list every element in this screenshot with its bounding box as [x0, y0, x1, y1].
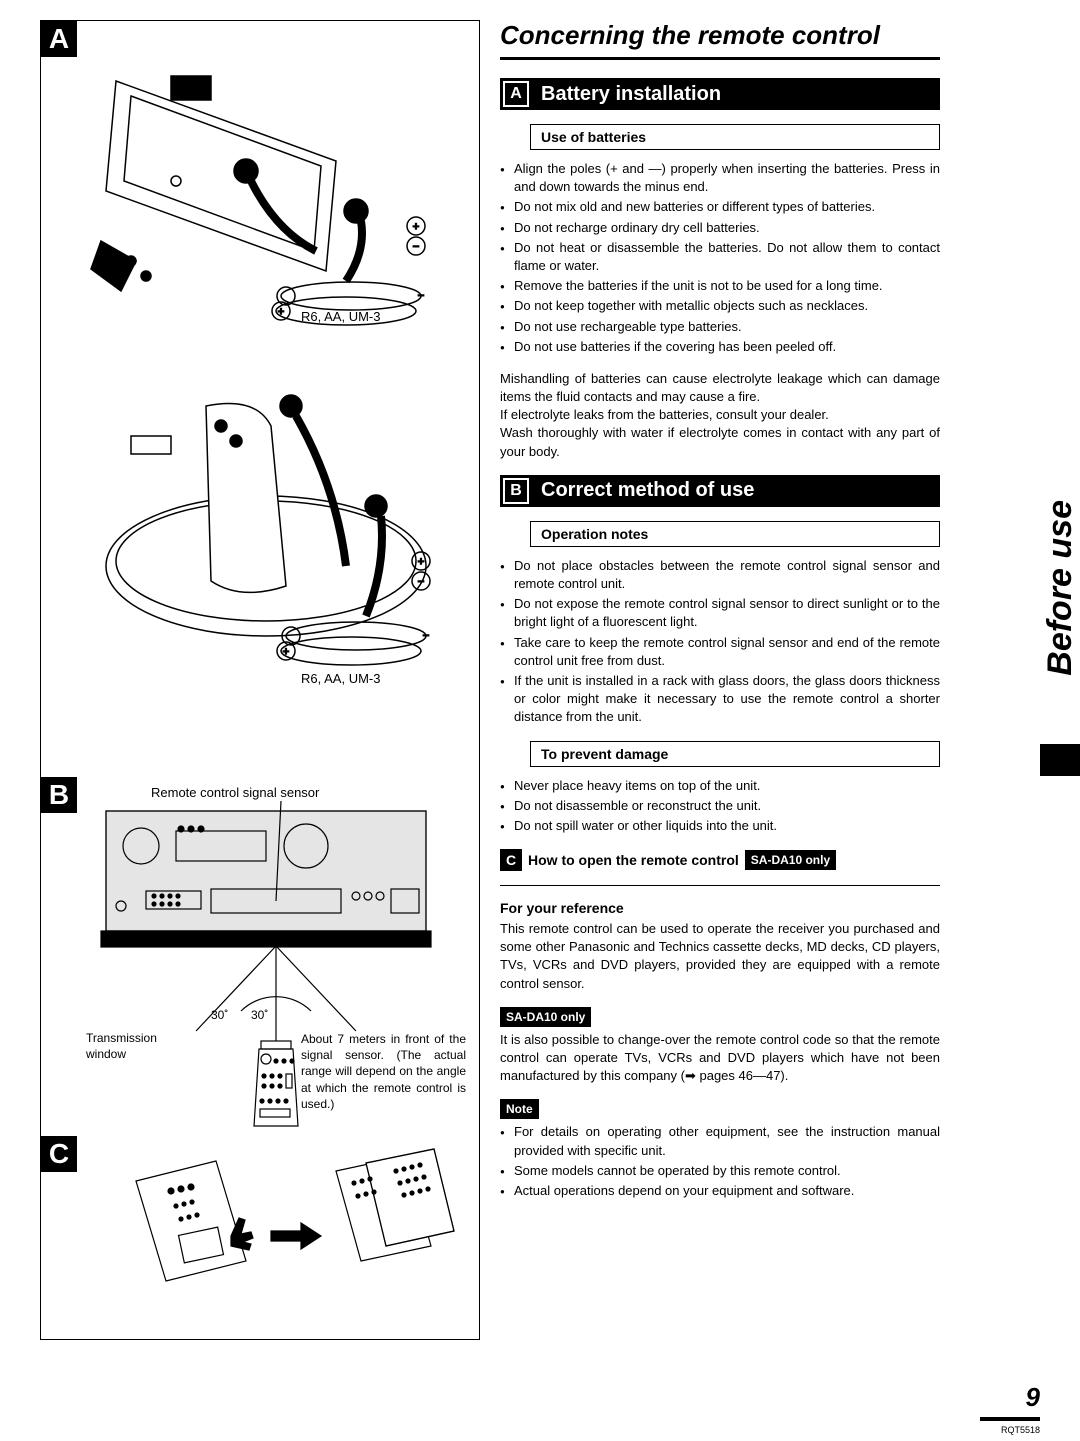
list-item: Take care to keep the remote control sig… — [500, 634, 940, 670]
operation-notes-header: Operation notes — [530, 521, 940, 547]
illustration-column: A B C + − — [40, 20, 480, 1340]
svg-text:+: + — [283, 646, 289, 658]
list-item: Do not place obstacles between the remot… — [500, 557, 940, 593]
note-list: For details on operating other equipment… — [500, 1123, 940, 1200]
section-a-letter: A — [503, 81, 529, 107]
section-c-letter: C — [500, 849, 522, 871]
page-number-bar — [980, 1417, 1040, 1421]
svg-text:+: + — [278, 306, 284, 318]
list-item: Align the poles (+ and —) properly when … — [500, 160, 940, 196]
operation-list: Do not place obstacles between the remot… — [500, 557, 940, 727]
svg-text:−: − — [413, 241, 419, 253]
svg-text:−: − — [418, 290, 424, 302]
transmission-label: Transmission window — [86, 1031, 171, 1062]
section-b-title: Correct method of use — [541, 479, 754, 502]
list-item: Do not recharge ordinary dry cell batter… — [500, 219, 940, 237]
reference-para: This remote control can be used to opera… — [500, 920, 940, 993]
list-item: Actual operations depend on your equipme… — [500, 1182, 940, 1200]
section-b-letter: B — [503, 478, 529, 504]
prevent-damage-header: To prevent damage — [530, 741, 940, 767]
list-item: Do not heat or disassemble the batteries… — [500, 239, 940, 275]
svg-text:−: − — [418, 576, 424, 588]
range-text: About 7 meters in front of the signal se… — [301, 1031, 466, 1112]
sada10-para: It is also possible to change-over the r… — [500, 1031, 940, 1086]
list-item: Some models cannot be operated by this r… — [500, 1162, 940, 1180]
page-title: Concerning the remote control — [500, 20, 940, 60]
section-b-header: B Correct method of use — [500, 475, 940, 507]
note-badge: Note — [500, 1099, 539, 1119]
list-item: If the unit is installed in a rack with … — [500, 672, 940, 727]
section-a-header: A Battery installation — [500, 78, 940, 110]
list-item: For details on operating other equipment… — [500, 1123, 940, 1159]
angle-left: 30˚ — [211, 1008, 228, 1022]
prevent-list: Never place heavy items on top of the un… — [500, 777, 940, 836]
list-item: Do not keep together with metallic objec… — [500, 297, 940, 315]
svg-text:−: − — [423, 630, 429, 642]
list-item: Never place heavy items on top of the un… — [500, 777, 940, 795]
section-c-header: C How to open the remote control SA-DA10… — [500, 849, 940, 871]
section-letter-c: C — [41, 1136, 77, 1172]
divider — [500, 885, 940, 886]
section-c-badge: SA-DA10 only — [745, 850, 836, 870]
list-item: Do not use batteries if the covering has… — [500, 338, 940, 356]
illustration-battery-2: + − + − — [76, 366, 456, 686]
list-item: Do not expose the remote control signal … — [500, 595, 940, 631]
svg-text:+: + — [418, 556, 424, 568]
doc-code: RQT5518 — [1001, 1425, 1040, 1435]
illustration-open-remote — [76, 1141, 456, 1321]
side-tab: Before use — [1041, 500, 1080, 676]
use-of-batteries-header: Use of batteries — [530, 124, 940, 150]
list-item: Remove the batteries if the unit is not … — [500, 277, 940, 295]
battery-label-2: R6, AA, UM-3 — [301, 671, 380, 686]
text-column: Concerning the remote control A Battery … — [500, 20, 940, 1340]
battery-label-1: R6, AA, UM-3 — [301, 309, 380, 324]
angle-right: 30˚ — [251, 1008, 268, 1022]
reference-title: For your reference — [500, 900, 940, 916]
battery-warning: Mishandling of batteries can cause elect… — [500, 370, 940, 461]
side-tab-black — [1040, 744, 1080, 776]
svg-text:+: + — [413, 221, 419, 233]
section-a-title: Battery installation — [541, 83, 721, 106]
list-item: Do not use rechargeable type batteries. — [500, 318, 940, 336]
page-number: 9 — [1026, 1382, 1040, 1413]
section-letter-a: A — [41, 21, 77, 57]
battery-list: Align the poles (+ and —) properly when … — [500, 160, 940, 356]
list-item: Do not spill water or other liquids into… — [500, 817, 940, 835]
list-item: Do not disassemble or reconstruct the un… — [500, 797, 940, 815]
section-letter-b: B — [41, 777, 77, 813]
section-c-title: How to open the remote control — [528, 852, 739, 868]
list-item: Do not mix old and new batteries or diff… — [500, 198, 940, 216]
sada10-badge: SA-DA10 only — [500, 1007, 591, 1027]
illustration-battery-1: + − + − — [76, 51, 456, 341]
